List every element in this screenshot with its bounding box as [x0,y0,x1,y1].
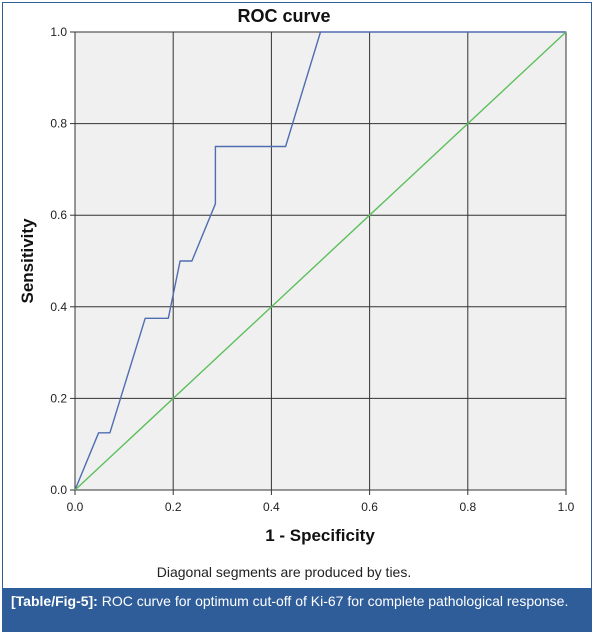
x-tick-label: 1.0 [558,500,575,514]
grid-lines [75,32,566,490]
caption-label: [Table/Fig-5]: [11,593,98,609]
x-tick-label: 0.4 [263,500,280,514]
y-tick-label: 0.8 [50,117,67,131]
y-tick-label: 0.2 [50,391,67,405]
x-axis-label: 1 - Specificity [265,526,375,545]
x-tick-label: 0.2 [165,500,182,514]
y-tick-label: 0.0 [50,483,67,497]
figure-caption: [Table/Fig-5]: ROC curve for optimum cut… [3,588,591,631]
x-tick-label: 0.8 [459,500,476,514]
series-group [74,31,567,491]
caption-text: ROC curve for optimum cut-off of Ki-67 f… [97,593,569,609]
footnote: Diagonal segments are produced by ties. [157,564,411,580]
reference-diagonal-line [74,31,567,491]
y-tick-label: 0.6 [50,208,67,222]
axis-ticks: 0.0 0.2 0.4 0.6 0.8 1.0 0.0 0.2 0.4 0.6 0.8 1.0 [50,25,574,514]
x-tick-label: 0.6 [361,500,378,514]
y-tick-label: 1.0 [50,25,67,39]
y-tick-label: 0.4 [50,300,67,314]
chart-title: ROC curve [237,6,330,26]
x-tick-label: 0.0 [67,500,84,514]
y-axis-label: Sensitivity [18,218,37,304]
roc-curve-line [74,31,566,491]
